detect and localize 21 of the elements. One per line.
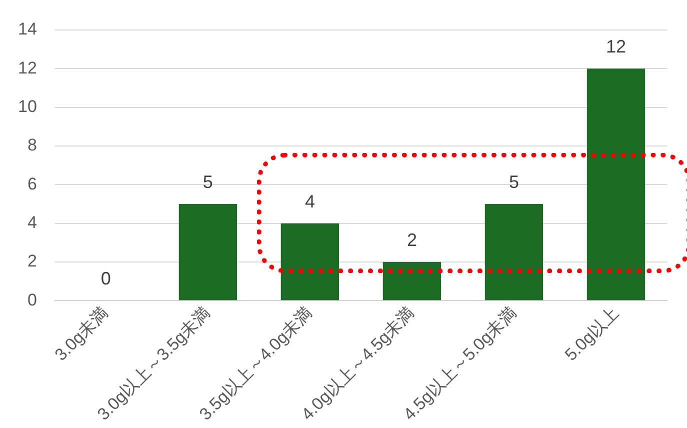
y-tick-label: 4 [27,213,37,232]
y-tick-label: 12 [18,58,37,78]
bar [280,223,340,300]
x-tick-label: 5.0g以上 [561,304,622,364]
bar [382,262,442,300]
y-tick-label: 8 [27,136,37,155]
data-label: 0 [100,268,111,289]
y-tick-label: 2 [27,252,37,271]
bar [484,204,544,300]
y-tick-label: 0 [27,290,37,310]
data-label: 2 [406,230,417,250]
data-label: 5 [508,172,519,192]
y-tick-label: 6 [27,174,37,194]
y-tick-label: 10 [18,97,37,116]
data-label: 4 [304,191,315,212]
bar [178,204,238,300]
data-label: 12 [606,36,626,57]
x-tick-label: 3.0g未満 [51,304,112,364]
bar [586,68,646,300]
data-label: 5 [202,172,213,192]
y-tick-label: 14 [18,20,37,39]
